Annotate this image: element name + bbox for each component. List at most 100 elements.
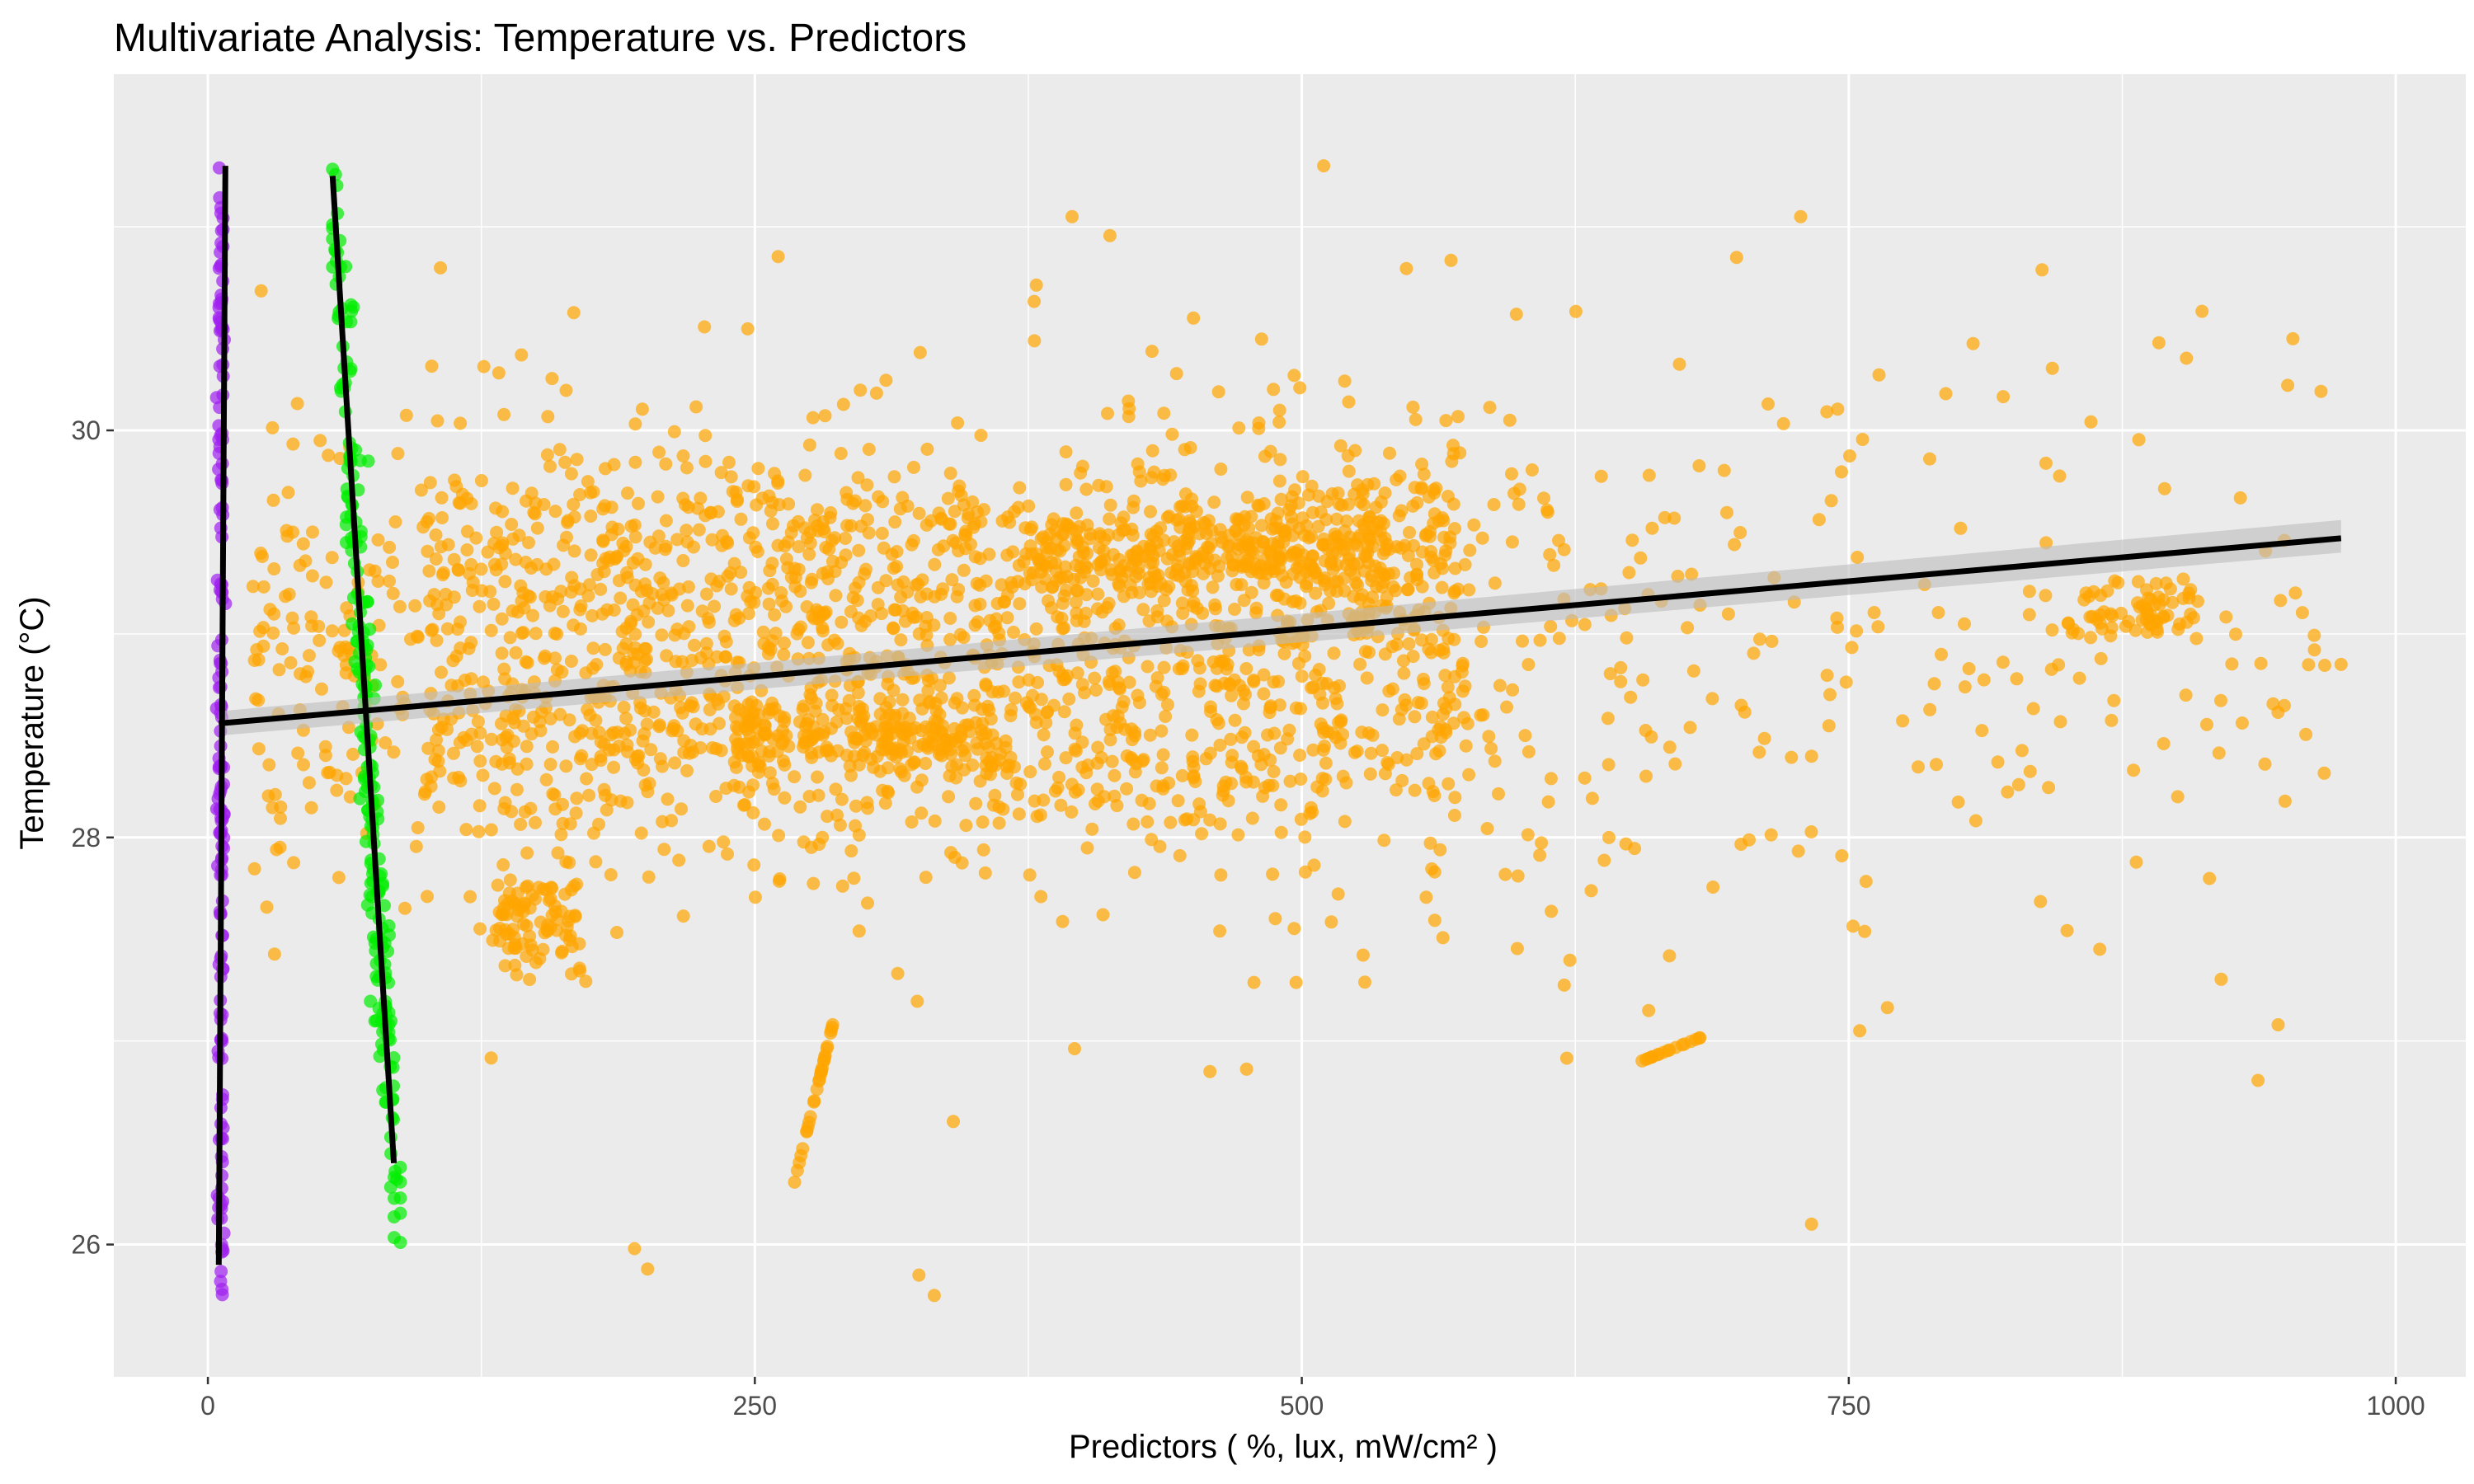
orange-series-point <box>1525 463 1539 477</box>
orange-series-point <box>1923 702 1937 716</box>
orange-series-point <box>770 744 784 758</box>
orange-series-point <box>806 411 820 425</box>
orange-series-point <box>522 536 535 550</box>
orange-series-point <box>1078 558 1092 572</box>
orange-series-point <box>839 532 852 545</box>
orange-series-point <box>1402 637 1416 650</box>
orange-series-point <box>1000 611 1014 625</box>
orange-series-point <box>2203 871 2217 885</box>
orange-series-point <box>246 580 260 594</box>
orange-series-point <box>771 250 785 264</box>
orange-series-point <box>573 752 587 766</box>
orange-series-point <box>1287 922 1301 936</box>
orange-series-point <box>567 306 581 320</box>
orange-series-point <box>1437 530 1451 544</box>
orange-series-point <box>572 937 586 951</box>
orange-series-point <box>722 455 736 469</box>
orange-series-point <box>1186 584 1200 598</box>
orange-series-point <box>492 366 506 380</box>
orange-series-point <box>1867 606 1881 619</box>
orange-series-point <box>1348 487 1362 501</box>
orange-series-point <box>823 510 837 524</box>
orange-series-point <box>282 587 296 601</box>
orange-series-point <box>1231 828 1245 842</box>
orange-series-point <box>1150 603 1164 618</box>
orange-series-point <box>2072 671 2086 685</box>
orange-series-point <box>1171 794 1185 808</box>
orange-series-point <box>1487 498 1501 511</box>
orange-series-point <box>638 654 652 668</box>
orange-series-point <box>391 447 405 461</box>
orange-series-point <box>646 587 660 601</box>
orange-series-point <box>974 429 988 442</box>
orange-series-point <box>677 734 691 748</box>
orange-series-point <box>548 505 562 519</box>
orange-series-point <box>698 320 712 334</box>
orange-series-point <box>704 506 718 520</box>
orange-series-point <box>1406 400 1420 414</box>
orange-series-point <box>628 1242 642 1256</box>
orange-series-point <box>943 467 957 480</box>
orange-series-point <box>1048 556 1062 570</box>
orange-series-point <box>425 623 438 637</box>
orange-series-point <box>1068 742 1082 756</box>
orange-series-point <box>1126 500 1141 514</box>
orange-series-point <box>801 636 815 650</box>
orange-series-point <box>1361 477 1375 491</box>
orange-series-point <box>948 505 962 519</box>
orange-series-point <box>489 563 503 577</box>
orange-series-point <box>1692 1031 1706 1045</box>
orange-series-point <box>617 700 631 714</box>
orange-series-point <box>425 359 439 373</box>
orange-series-point <box>973 774 987 788</box>
orange-series-point <box>699 636 713 650</box>
orange-series-point <box>302 776 316 790</box>
orange-series-point <box>1157 594 1171 608</box>
orange-series-point <box>1657 1045 1671 1059</box>
orange-series-point <box>2127 763 2141 777</box>
orange-series-point <box>1225 550 1239 564</box>
orange-series-point <box>659 514 673 528</box>
orange-series-point <box>1602 830 1616 844</box>
orange-series-point <box>969 796 983 810</box>
orange-series-point <box>2084 631 2098 645</box>
orange-series-point <box>797 835 811 849</box>
orange-series-point <box>497 407 511 421</box>
orange-series-point <box>1028 334 1042 348</box>
orange-series-point <box>290 397 304 411</box>
orange-series-point <box>858 499 872 513</box>
orange-series-point <box>1296 470 1310 484</box>
orange-series-point <box>302 649 316 663</box>
orange-series-point <box>959 819 973 833</box>
orange-series-point <box>1148 570 1162 584</box>
orange-series-point <box>1482 730 1496 744</box>
orange-series-point <box>1132 696 1146 710</box>
orange-series-point <box>852 924 866 938</box>
orange-series-point <box>677 627 691 641</box>
orange-series-point <box>1488 576 1502 590</box>
orange-series-point <box>1360 671 1374 685</box>
orange-series-point <box>1196 606 1210 620</box>
orange-series-point <box>559 383 573 397</box>
orange-series-point <box>1156 748 1170 762</box>
orange-series-point <box>891 578 905 592</box>
orange-series-point <box>1397 666 1411 680</box>
orange-series-point <box>498 672 512 686</box>
axis-tick-labels: 0 250 500 750 1000 26 28 30 <box>71 416 2425 1421</box>
orange-series-point <box>1257 668 1271 682</box>
orange-series-point <box>985 685 999 699</box>
orange-series-point <box>607 760 621 774</box>
orange-series-point <box>1498 867 1512 881</box>
orange-series-point <box>888 515 902 529</box>
orange-series-point <box>945 573 959 587</box>
orange-series-point <box>890 545 904 558</box>
orange-series-point <box>1935 647 1948 661</box>
orange-series-point <box>1040 706 1054 720</box>
orange-series-point <box>1206 655 1221 669</box>
orange-series-point <box>1535 836 1549 850</box>
orange-series-point <box>463 890 477 904</box>
orange-series-point <box>942 790 956 804</box>
orange-series-point <box>1274 798 1288 812</box>
orange-series-point <box>782 740 796 754</box>
orange-series-point <box>1000 548 1014 562</box>
